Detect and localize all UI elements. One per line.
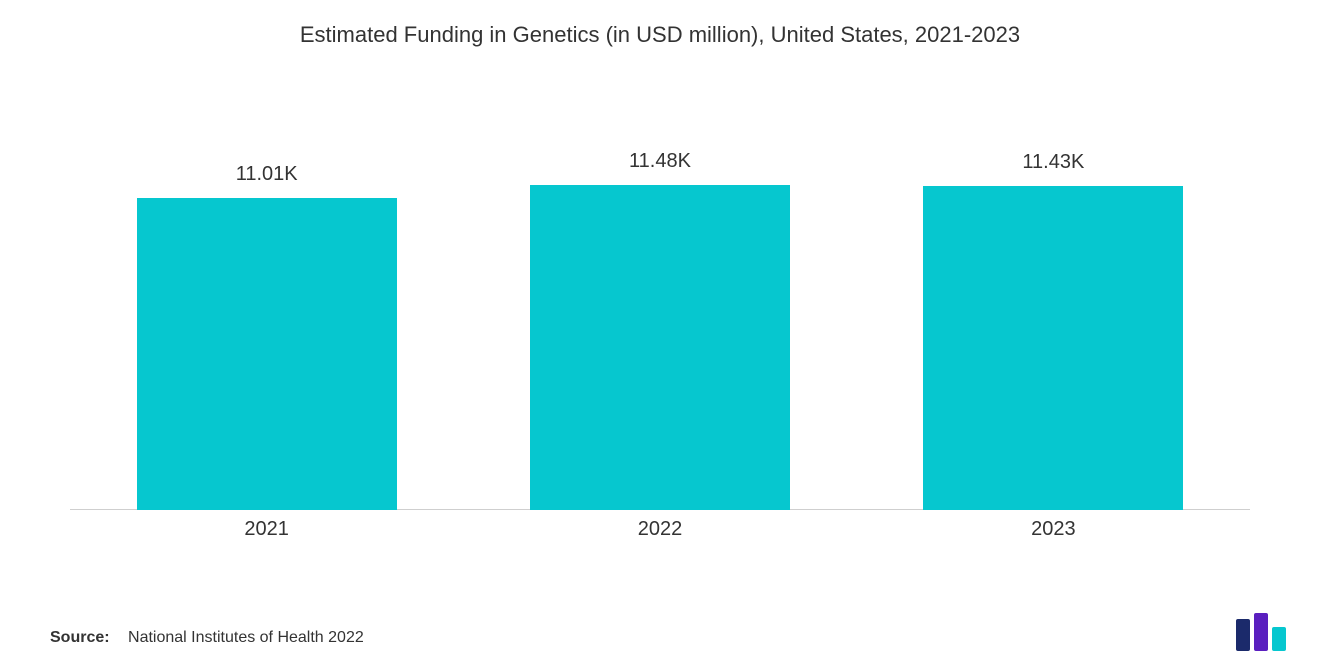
bar-2021 [137,198,397,510]
bar-value-label: 11.48K [629,150,691,173]
source-footer: Source: National Institutes of Health 20… [50,629,364,647]
bar-slot-2023: 11.43K 2023 [857,90,1250,510]
source-text: National Institutes of Health 2022 [128,629,364,646]
bars-group: 11.01K 2021 11.48K 2022 11.43K 2023 [70,90,1250,510]
bar-value-label: 11.43K [1022,151,1084,174]
bar-slot-2021: 11.01K 2021 [70,90,463,510]
bar-value-label: 11.01K [236,163,298,186]
bar-category-label: 2022 [463,518,856,541]
bar-category-label: 2023 [857,518,1250,541]
bar-category-label: 2021 [70,518,463,541]
chart-container: Estimated Funding in Genetics (in USD mi… [0,0,1320,665]
bar-2023 [923,186,1183,510]
bar-2022 [530,185,790,510]
bar-slot-2022: 11.48K 2022 [463,90,856,510]
brand-logo-icon [1234,613,1290,651]
source-label: Source: [50,629,110,646]
chart-plot-area: 11.01K 2021 11.48K 2022 11.43K 2023 [70,90,1250,540]
chart-title: Estimated Funding in Genetics (in USD mi… [0,0,1320,48]
